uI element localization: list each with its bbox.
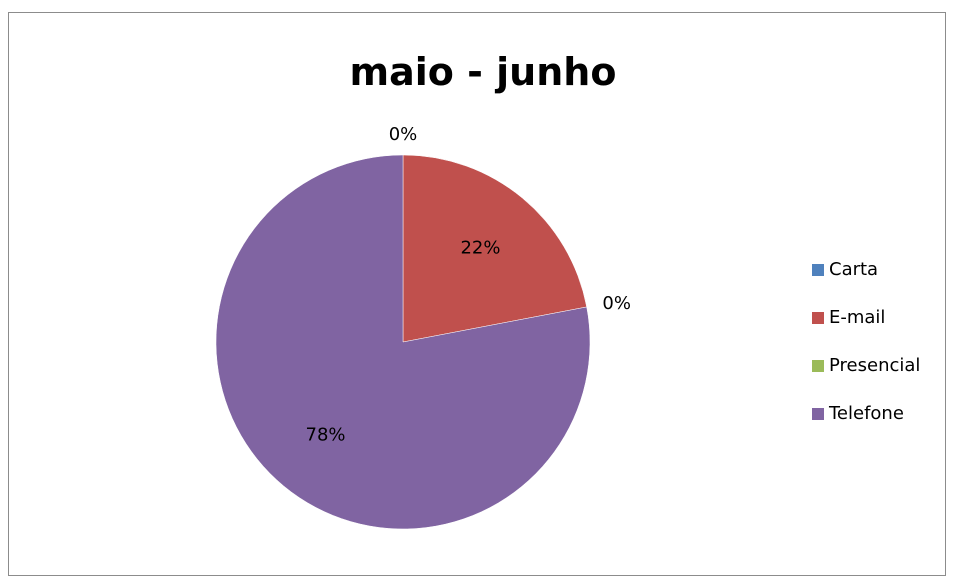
legend-label-telefone: Telefone	[828, 403, 904, 424]
pie-slice-e-mail	[402, 154, 587, 343]
legend: Carta E-mail Presencial Telefone	[812, 259, 920, 424]
data-labels: 0% 22% 0% 78%	[306, 124, 631, 446]
data-label-telefone: 78%	[306, 425, 346, 446]
chart-title: maio - junho	[350, 50, 617, 94]
legend-label-carta: Carta	[829, 259, 878, 280]
data-label-presencial: 0%	[602, 293, 631, 314]
data-label-carta: 0%	[389, 124, 418, 145]
pie-slices	[215, 154, 591, 530]
legend-swatch-e-mail	[812, 312, 824, 324]
legend-label-presencial: Presencial	[829, 355, 920, 376]
legend-swatch-telefone	[812, 408, 824, 420]
legend-swatch-carta	[812, 264, 824, 276]
pie-slice-telefone	[215, 154, 591, 530]
legend-label-e-mail: E-mail	[829, 307, 885, 328]
data-label-e-mail: 22%	[460, 237, 500, 258]
legend-swatch-presencial	[812, 360, 824, 372]
